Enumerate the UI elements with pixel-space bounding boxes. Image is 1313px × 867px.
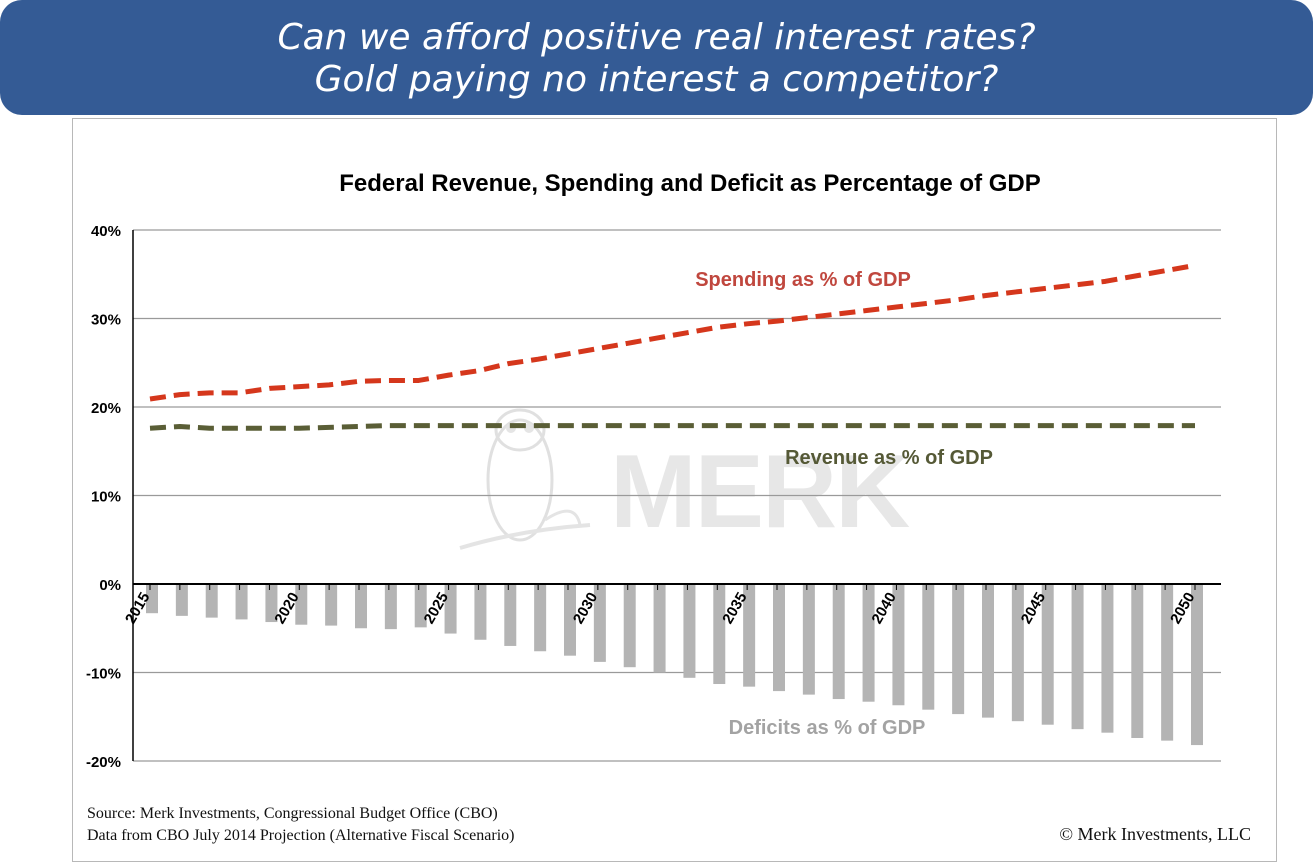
revenue-annotation: Revenue as % of GDP bbox=[785, 447, 993, 469]
revenue-line bbox=[149, 423, 1195, 431]
deficit-bar bbox=[325, 584, 338, 626]
deficit-bar bbox=[982, 584, 994, 718]
deficit-bar bbox=[295, 584, 308, 625]
deficit-bar bbox=[862, 584, 875, 702]
deficit-bar bbox=[265, 584, 278, 623]
deficit-bar bbox=[414, 584, 427, 628]
deficit-bars bbox=[146, 584, 1203, 746]
deficit-annotation: Deficits as % of GDP bbox=[729, 717, 926, 739]
y-tick-label: -10% bbox=[86, 666, 121, 683]
deficit-bar bbox=[1041, 584, 1054, 725]
banner-title-line-2: Gold paying no interest a competitor? bbox=[314, 59, 999, 100]
deficit-bar bbox=[832, 584, 845, 700]
source-line-1: Source: Merk Investments, Congressional … bbox=[87, 805, 498, 822]
spending-line bbox=[149, 262, 1196, 402]
deficit-bar bbox=[1101, 584, 1114, 733]
deficit-bar bbox=[1161, 584, 1174, 741]
axes: 40%30%20%10%0%-10%-20%2015 2020 2025 2030 20… bbox=[86, 223, 1221, 771]
deficit-bar bbox=[534, 584, 547, 652]
owl-logo-icon bbox=[459, 408, 591, 550]
deficit-bar bbox=[683, 584, 696, 678]
deficit-bar bbox=[205, 584, 218, 618]
deficit-bar bbox=[444, 584, 457, 634]
deficit-bar bbox=[802, 584, 815, 695]
gridlines bbox=[133, 229, 1221, 762]
source-note: Source: Merk Investments, Congressional … bbox=[87, 803, 514, 847]
y-tick-label: 20% bbox=[91, 400, 121, 417]
y-tick-label: 40% bbox=[91, 223, 121, 240]
y-tick-label: 10% bbox=[91, 489, 121, 506]
title-banner: Can we afford positive real interest rat… bbox=[0, 0, 1313, 115]
deficit-bar bbox=[713, 584, 726, 685]
deficit-bar bbox=[355, 584, 367, 629]
deficit-bar bbox=[952, 584, 965, 715]
y-tick-label: -20% bbox=[86, 754, 121, 771]
deficit-bar bbox=[175, 584, 188, 616]
deficit-bar bbox=[593, 584, 606, 662]
deficit-bar bbox=[922, 584, 935, 710]
banner-title-line-1: Can we afford positive real interest rat… bbox=[277, 17, 1036, 58]
chart-title: Federal Revenue, Spending and Deficit as… bbox=[339, 170, 1041, 197]
chart-frame bbox=[72, 118, 1277, 862]
deficit-bar bbox=[235, 584, 248, 620]
deficit-bar bbox=[743, 584, 756, 687]
deficit-bar bbox=[892, 584, 905, 706]
deficit-bar bbox=[653, 584, 666, 673]
y-tick-label: 30% bbox=[91, 312, 121, 329]
deficit-bar bbox=[384, 584, 397, 630]
spending-annotation: Spending as % of GDP bbox=[695, 269, 911, 291]
source-line-2: Data from CBO July 2014 Projection (Alte… bbox=[87, 827, 515, 844]
line-series bbox=[149, 262, 1196, 431]
copyright-notice: © Merk Investments, LLC bbox=[1059, 824, 1251, 844]
deficit-bar bbox=[564, 584, 576, 656]
merk-watermark: MERK bbox=[459, 408, 912, 550]
deficit-bar bbox=[504, 584, 517, 646]
deficit-bar bbox=[1131, 584, 1144, 738]
deficit-bar bbox=[1071, 584, 1084, 730]
watermark-wordmark: MERK bbox=[610, 434, 910, 550]
deficit-bar bbox=[474, 584, 487, 640]
deficit-bar bbox=[773, 584, 785, 692]
deficit-bar bbox=[146, 584, 158, 614]
y-tick-label: 0% bbox=[99, 577, 121, 594]
deficit-bar bbox=[623, 584, 636, 668]
deficit-bar bbox=[1191, 584, 1203, 746]
deficit-bar bbox=[1011, 584, 1024, 722]
